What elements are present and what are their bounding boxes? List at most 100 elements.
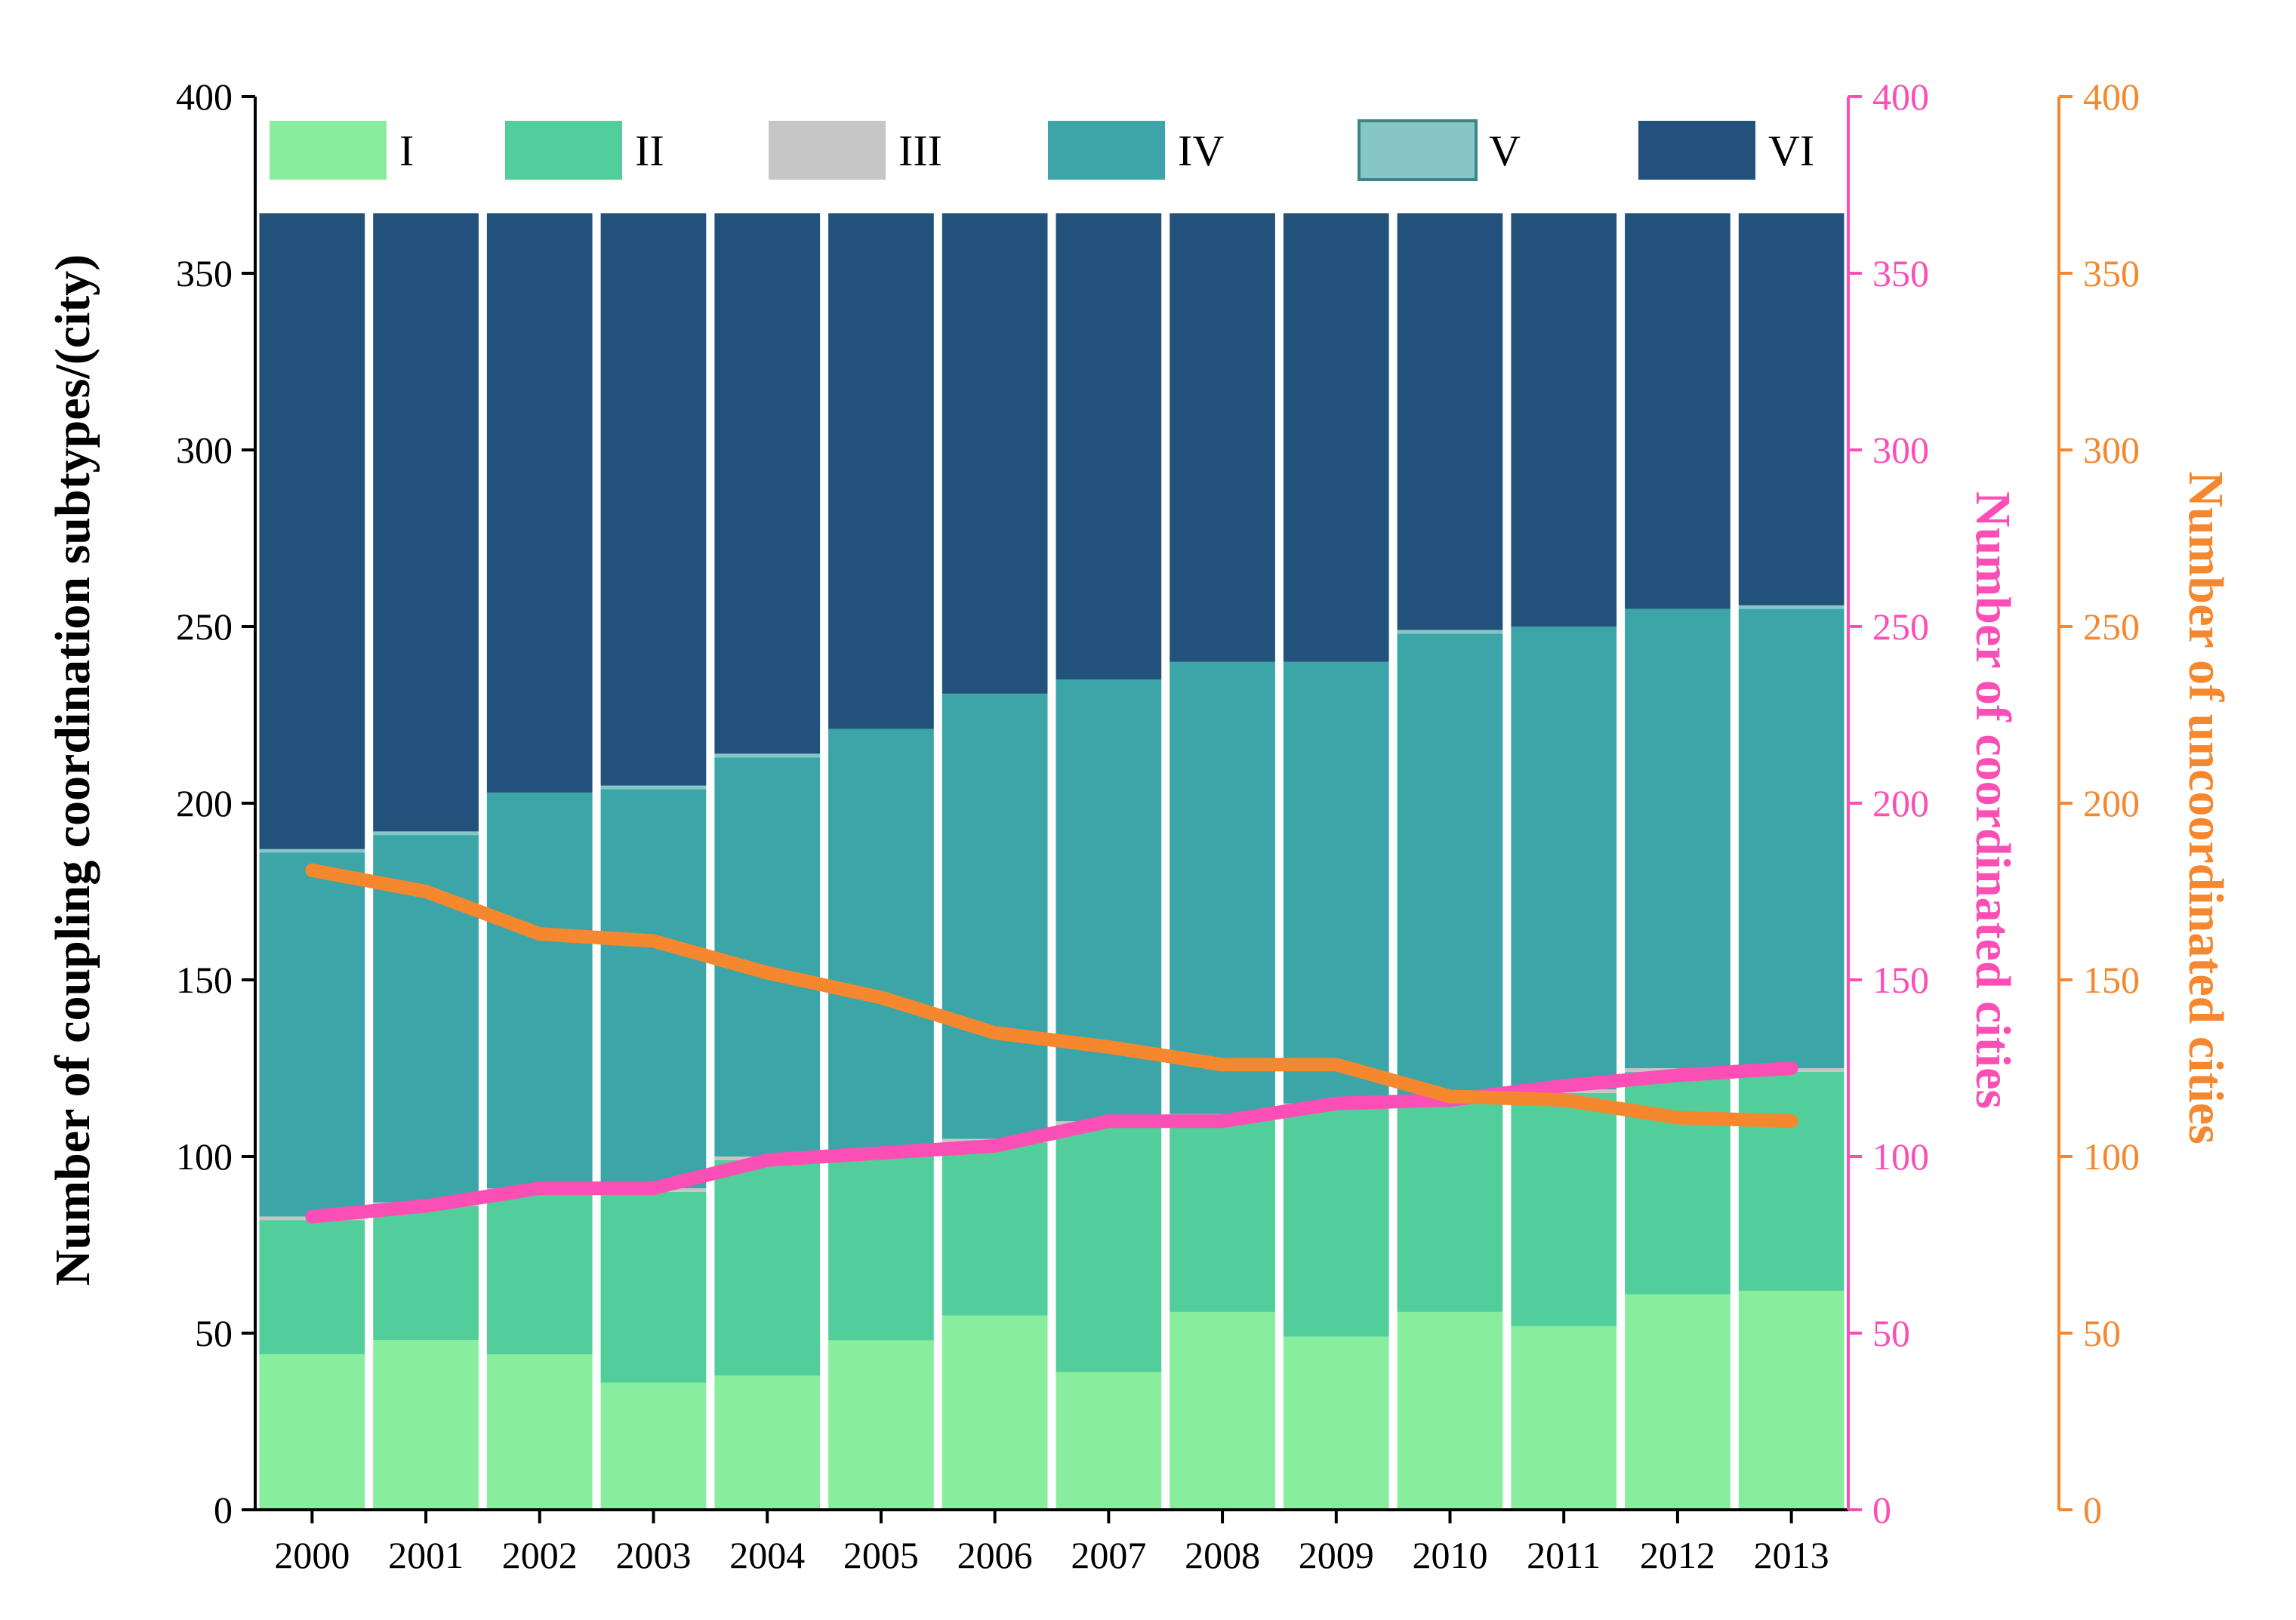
point-coordinated-2012 bbox=[1670, 1068, 1684, 1083]
bar-IV-2013 bbox=[1738, 608, 1845, 1068]
legend-label-V: V bbox=[1489, 126, 1521, 175]
bar-VI-2004 bbox=[714, 213, 821, 754]
x-tick-label-2009: 2009 bbox=[1299, 1534, 1374, 1576]
bar-IV-2003 bbox=[600, 789, 707, 1189]
legend-label-I: I bbox=[399, 126, 414, 175]
bar-I-2012 bbox=[1625, 1294, 1730, 1510]
bar-II-2010 bbox=[1397, 1103, 1503, 1312]
point-uncoordinated-2000 bbox=[305, 863, 319, 877]
point-coordinated-2003 bbox=[646, 1181, 661, 1196]
bar-IV-2006 bbox=[942, 693, 1048, 1139]
y-tick-label-coordinated: 300 bbox=[1872, 429, 1929, 471]
bar-I-2007 bbox=[1056, 1372, 1162, 1510]
bar-II-2001 bbox=[373, 1206, 479, 1341]
legend-swatch-III bbox=[769, 121, 886, 180]
y-tick-label-left: 200 bbox=[176, 782, 233, 824]
bar-VI-2012 bbox=[1625, 213, 1730, 609]
x-tick-label-2010: 2010 bbox=[1413, 1534, 1488, 1576]
x-tick-label-2001: 2001 bbox=[388, 1534, 464, 1576]
x-tick-label-2007: 2007 bbox=[1071, 1534, 1146, 1576]
y-tick-label-uncoordinated: 0 bbox=[2083, 1489, 2102, 1531]
y-tick-label-coordinated: 50 bbox=[1872, 1312, 1910, 1354]
y-tick-label-coordinated: 400 bbox=[1872, 75, 1929, 118]
bar-VI-2000 bbox=[259, 213, 365, 849]
bar-II-2011 bbox=[1511, 1092, 1617, 1326]
x-tick-label-2000: 2000 bbox=[274, 1534, 350, 1576]
bar-II-2013 bbox=[1738, 1071, 1845, 1291]
bar-IV-2009 bbox=[1283, 661, 1389, 1104]
point-uncoordinated-2007 bbox=[1102, 1039, 1116, 1054]
legend-swatch-I bbox=[270, 121, 387, 180]
point-coordinated-2001 bbox=[419, 1199, 433, 1213]
point-coordinated-2000 bbox=[305, 1209, 319, 1224]
bar-IV-2010 bbox=[1397, 633, 1503, 1101]
point-uncoordinated-2005 bbox=[874, 990, 888, 1005]
axes-layer: 0 0 0 50 50 50 100 100 100 150 150 150 200 200 200 250 2… bbox=[176, 75, 2140, 1576]
point-coordinated-2005 bbox=[874, 1146, 888, 1160]
x-tick-label-2002: 2002 bbox=[502, 1534, 578, 1576]
bar-VI-2011 bbox=[1511, 213, 1617, 627]
y-tick-label-uncoordinated: 100 bbox=[2083, 1135, 2140, 1178]
y-axis-title-coordinated: Number of coordinated cities bbox=[1965, 491, 2020, 1109]
legend-swatch-V bbox=[1358, 119, 1478, 181]
bar-IV-2005 bbox=[828, 728, 934, 1153]
bar-IV-2002 bbox=[486, 793, 593, 1189]
y-tick-label-uncoordinated: 300 bbox=[2083, 429, 2140, 471]
bar-II-2007 bbox=[1056, 1124, 1162, 1372]
legend-swatch-VI bbox=[1638, 121, 1755, 180]
x-tick-label-2003: 2003 bbox=[616, 1534, 692, 1576]
point-uncoordinated-2001 bbox=[419, 885, 433, 898]
bar-VI-2001 bbox=[373, 213, 479, 832]
y-tick-label-left: 400 bbox=[176, 75, 233, 118]
bar-II-2002 bbox=[486, 1191, 593, 1355]
y-tick-label-left: 100 bbox=[176, 1135, 233, 1178]
legend-label-II: II bbox=[635, 126, 664, 175]
lines-layer bbox=[305, 863, 1798, 1224]
bar-II-2000 bbox=[259, 1220, 365, 1354]
bar-VI-2003 bbox=[600, 213, 707, 786]
point-coordinated-2013 bbox=[1784, 1061, 1798, 1075]
bar-I-2006 bbox=[942, 1315, 1048, 1510]
point-uncoordinated-2013 bbox=[1784, 1114, 1798, 1129]
bar-I-2008 bbox=[1170, 1311, 1275, 1510]
bar-I-2003 bbox=[600, 1382, 707, 1510]
y-tick-label-coordinated: 100 bbox=[1872, 1135, 1929, 1178]
bar-II-2006 bbox=[942, 1142, 1048, 1316]
legend-swatch-II bbox=[505, 121, 622, 180]
point-uncoordinated-2006 bbox=[988, 1026, 1002, 1040]
bar-VI-2006 bbox=[942, 213, 1048, 694]
bar-IV-2008 bbox=[1170, 661, 1275, 1114]
y-tick-label-uncoordinated: 400 bbox=[2083, 75, 2140, 118]
bar-II-2009 bbox=[1283, 1107, 1389, 1337]
point-uncoordinated-2009 bbox=[1329, 1058, 1343, 1072]
point-coordinated-2002 bbox=[532, 1181, 547, 1196]
bar-II-2004 bbox=[714, 1160, 821, 1376]
bar-V-2013 bbox=[1738, 605, 1845, 609]
point-uncoordinated-2011 bbox=[1557, 1093, 1571, 1107]
y-axis-title-left: Number of coupling coordination subtypes… bbox=[45, 254, 100, 1286]
bar-V-2001 bbox=[373, 831, 479, 836]
line-coordinated bbox=[305, 1061, 1798, 1224]
legend-label-III: III bbox=[898, 126, 942, 175]
bar-VI-2009 bbox=[1283, 213, 1389, 662]
point-uncoordinated-2004 bbox=[760, 966, 775, 980]
bar-V-2003 bbox=[600, 785, 707, 790]
legend: I II III IV V VI bbox=[270, 119, 1814, 181]
bar-I-2001 bbox=[373, 1340, 479, 1510]
bar-I-2004 bbox=[714, 1375, 821, 1510]
bar-VI-2002 bbox=[486, 213, 593, 793]
bar-V-2010 bbox=[1397, 630, 1503, 634]
bar-VI-2005 bbox=[828, 213, 934, 729]
y-tick-label-uncoordinated: 150 bbox=[2083, 959, 2140, 1001]
bar-IV-2012 bbox=[1625, 608, 1730, 1068]
bar-II-2005 bbox=[828, 1156, 934, 1341]
x-tick-label-2006: 2006 bbox=[957, 1534, 1033, 1576]
y-tick-label-coordinated: 200 bbox=[1872, 782, 1929, 824]
bar-VI-2013 bbox=[1738, 213, 1845, 605]
y-tick-label-left: 150 bbox=[176, 959, 233, 1001]
bars-layer bbox=[259, 213, 1845, 1510]
y-tick-label-uncoordinated: 50 bbox=[2083, 1312, 2121, 1354]
bar-V-2000 bbox=[259, 848, 365, 853]
point-coordinated-2011 bbox=[1557, 1079, 1571, 1093]
point-uncoordinated-2002 bbox=[532, 927, 547, 941]
